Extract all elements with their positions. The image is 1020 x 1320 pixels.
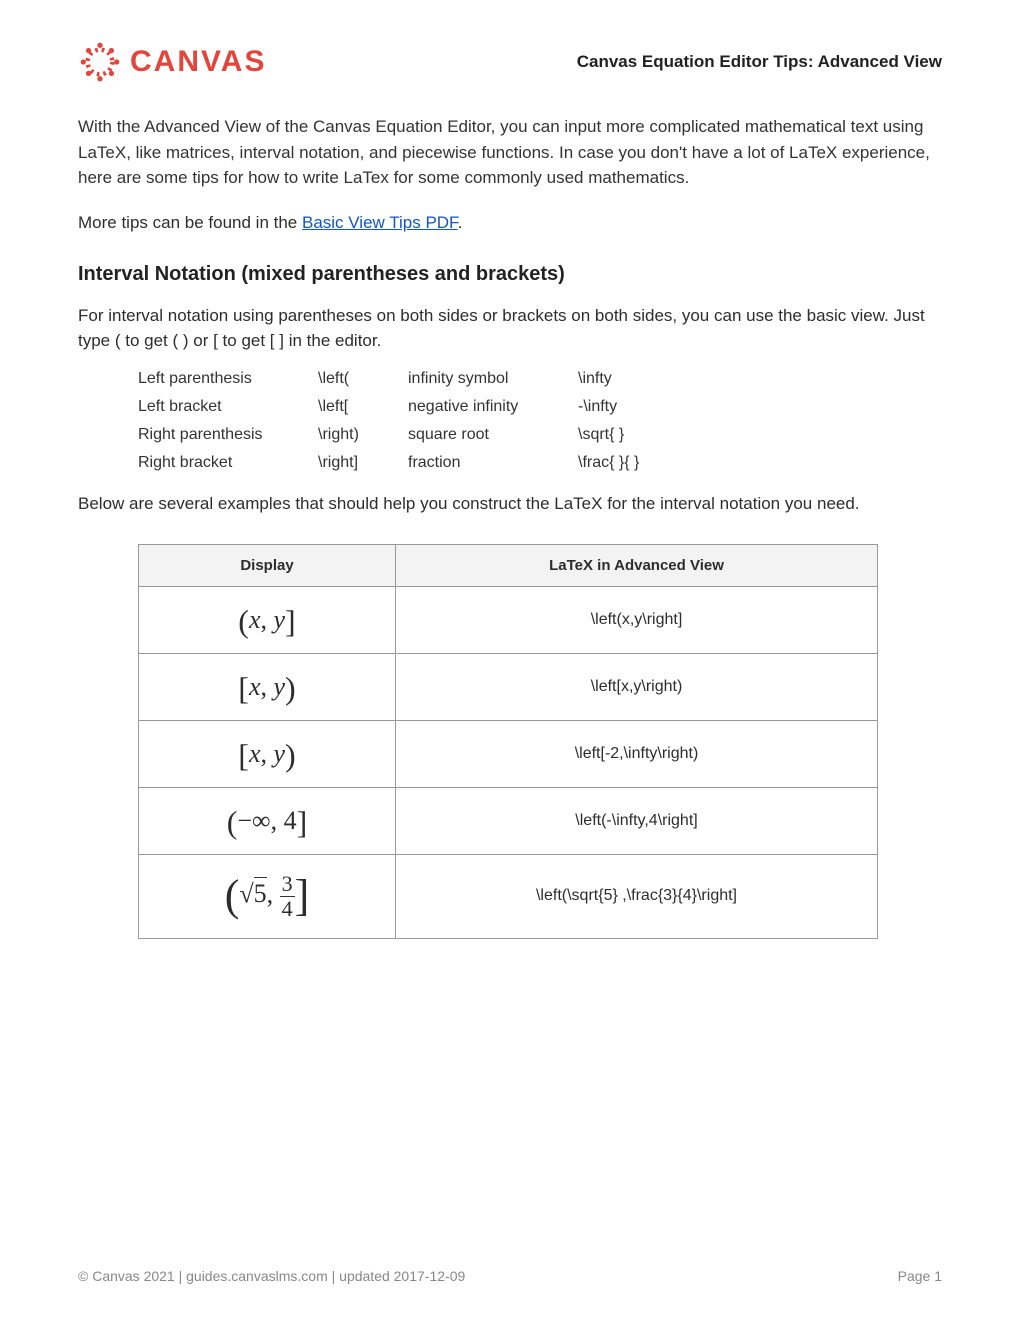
ref-cell: fraction (408, 454, 578, 472)
latex-cell: \left[x,y\right) (396, 653, 878, 720)
ref-cell: square root (408, 426, 578, 444)
display-cell: [x, y) (139, 653, 396, 720)
more-tips-suffix: . (458, 213, 463, 232)
ref-cell: \left[ (318, 398, 408, 416)
table-row: (√5, 34] \left(\sqrt{5} ,\frac{3}{4}\rig… (139, 854, 878, 938)
ref-cell: \frac{ }{ } (578, 454, 698, 472)
examples-table: Display LaTeX in Advanced View (x, y] \l… (138, 544, 878, 939)
col-header-display: Display (139, 544, 396, 586)
page: CANVAS Canvas Equation Editor Tips: Adva… (0, 0, 1020, 979)
display-cell: (−∞, 4] (139, 787, 396, 854)
col-header-latex: LaTeX in Advanced View (396, 544, 878, 586)
ref-cell: -\infty (578, 398, 698, 416)
ref-cell: \left( (318, 370, 408, 388)
intro-paragraph: With the Advanced View of the Canvas Equ… (78, 114, 942, 191)
display-cell: (√5, 34] (139, 854, 396, 938)
table-row: [x, y) \left[x,y\right) (139, 653, 878, 720)
latex-cell: \left(\sqrt{5} ,\frac{3}{4}\right] (396, 854, 878, 938)
latex-cell: \left[-2,\infty\right) (396, 720, 878, 787)
ref-cell: Right bracket (138, 454, 318, 472)
reference-table: Left parenthesis \left( infinity symbol … (138, 370, 942, 472)
ref-cell: Right parenthesis (138, 426, 318, 444)
section-heading: Interval Notation (mixed parentheses and… (78, 263, 942, 286)
ref-cell: Left parenthesis (138, 370, 318, 388)
ref-cell: \right) (318, 426, 408, 444)
section-description: For interval notation using parentheses … (78, 303, 942, 354)
footer-right: Page 1 (898, 1268, 942, 1284)
ref-cell: Left bracket (138, 398, 318, 416)
latex-cell: \left(x,y\right] (396, 586, 878, 653)
ref-cell: negative infinity (408, 398, 578, 416)
more-tips: More tips can be found in the Basic View… (78, 213, 942, 233)
examples-lead: Below are several examples that should h… (78, 494, 942, 514)
ref-cell: \infty (578, 370, 698, 388)
display-cell: (x, y] (139, 586, 396, 653)
latex-cell: \left(-\infty,4\right] (396, 787, 878, 854)
ref-cell: \right] (318, 454, 408, 472)
footer-left: © Canvas 2021 | guides.canvaslms.com | u… (78, 1268, 465, 1284)
display-cell: [x, y) (139, 720, 396, 787)
table-row: [x, y) \left[-2,\infty\right) (139, 720, 878, 787)
header: CANVAS Canvas Equation Editor Tips: Adva… (78, 40, 942, 84)
ref-cell: \sqrt{ } (578, 426, 698, 444)
logo-text: CANVAS (130, 45, 266, 79)
table-row: (x, y] \left(x,y\right] (139, 586, 878, 653)
table-row: (−∞, 4] \left(-\infty,4\right] (139, 787, 878, 854)
more-tips-prefix: More tips can be found in the (78, 213, 302, 232)
footer: © Canvas 2021 | guides.canvaslms.com | u… (78, 1268, 942, 1284)
logo: CANVAS (78, 40, 266, 84)
page-title: Canvas Equation Editor Tips: Advanced Vi… (577, 52, 942, 72)
canvas-logo-icon (78, 40, 122, 84)
ref-cell: infinity symbol (408, 370, 578, 388)
basic-view-tips-link[interactable]: Basic View Tips PDF (302, 213, 458, 232)
